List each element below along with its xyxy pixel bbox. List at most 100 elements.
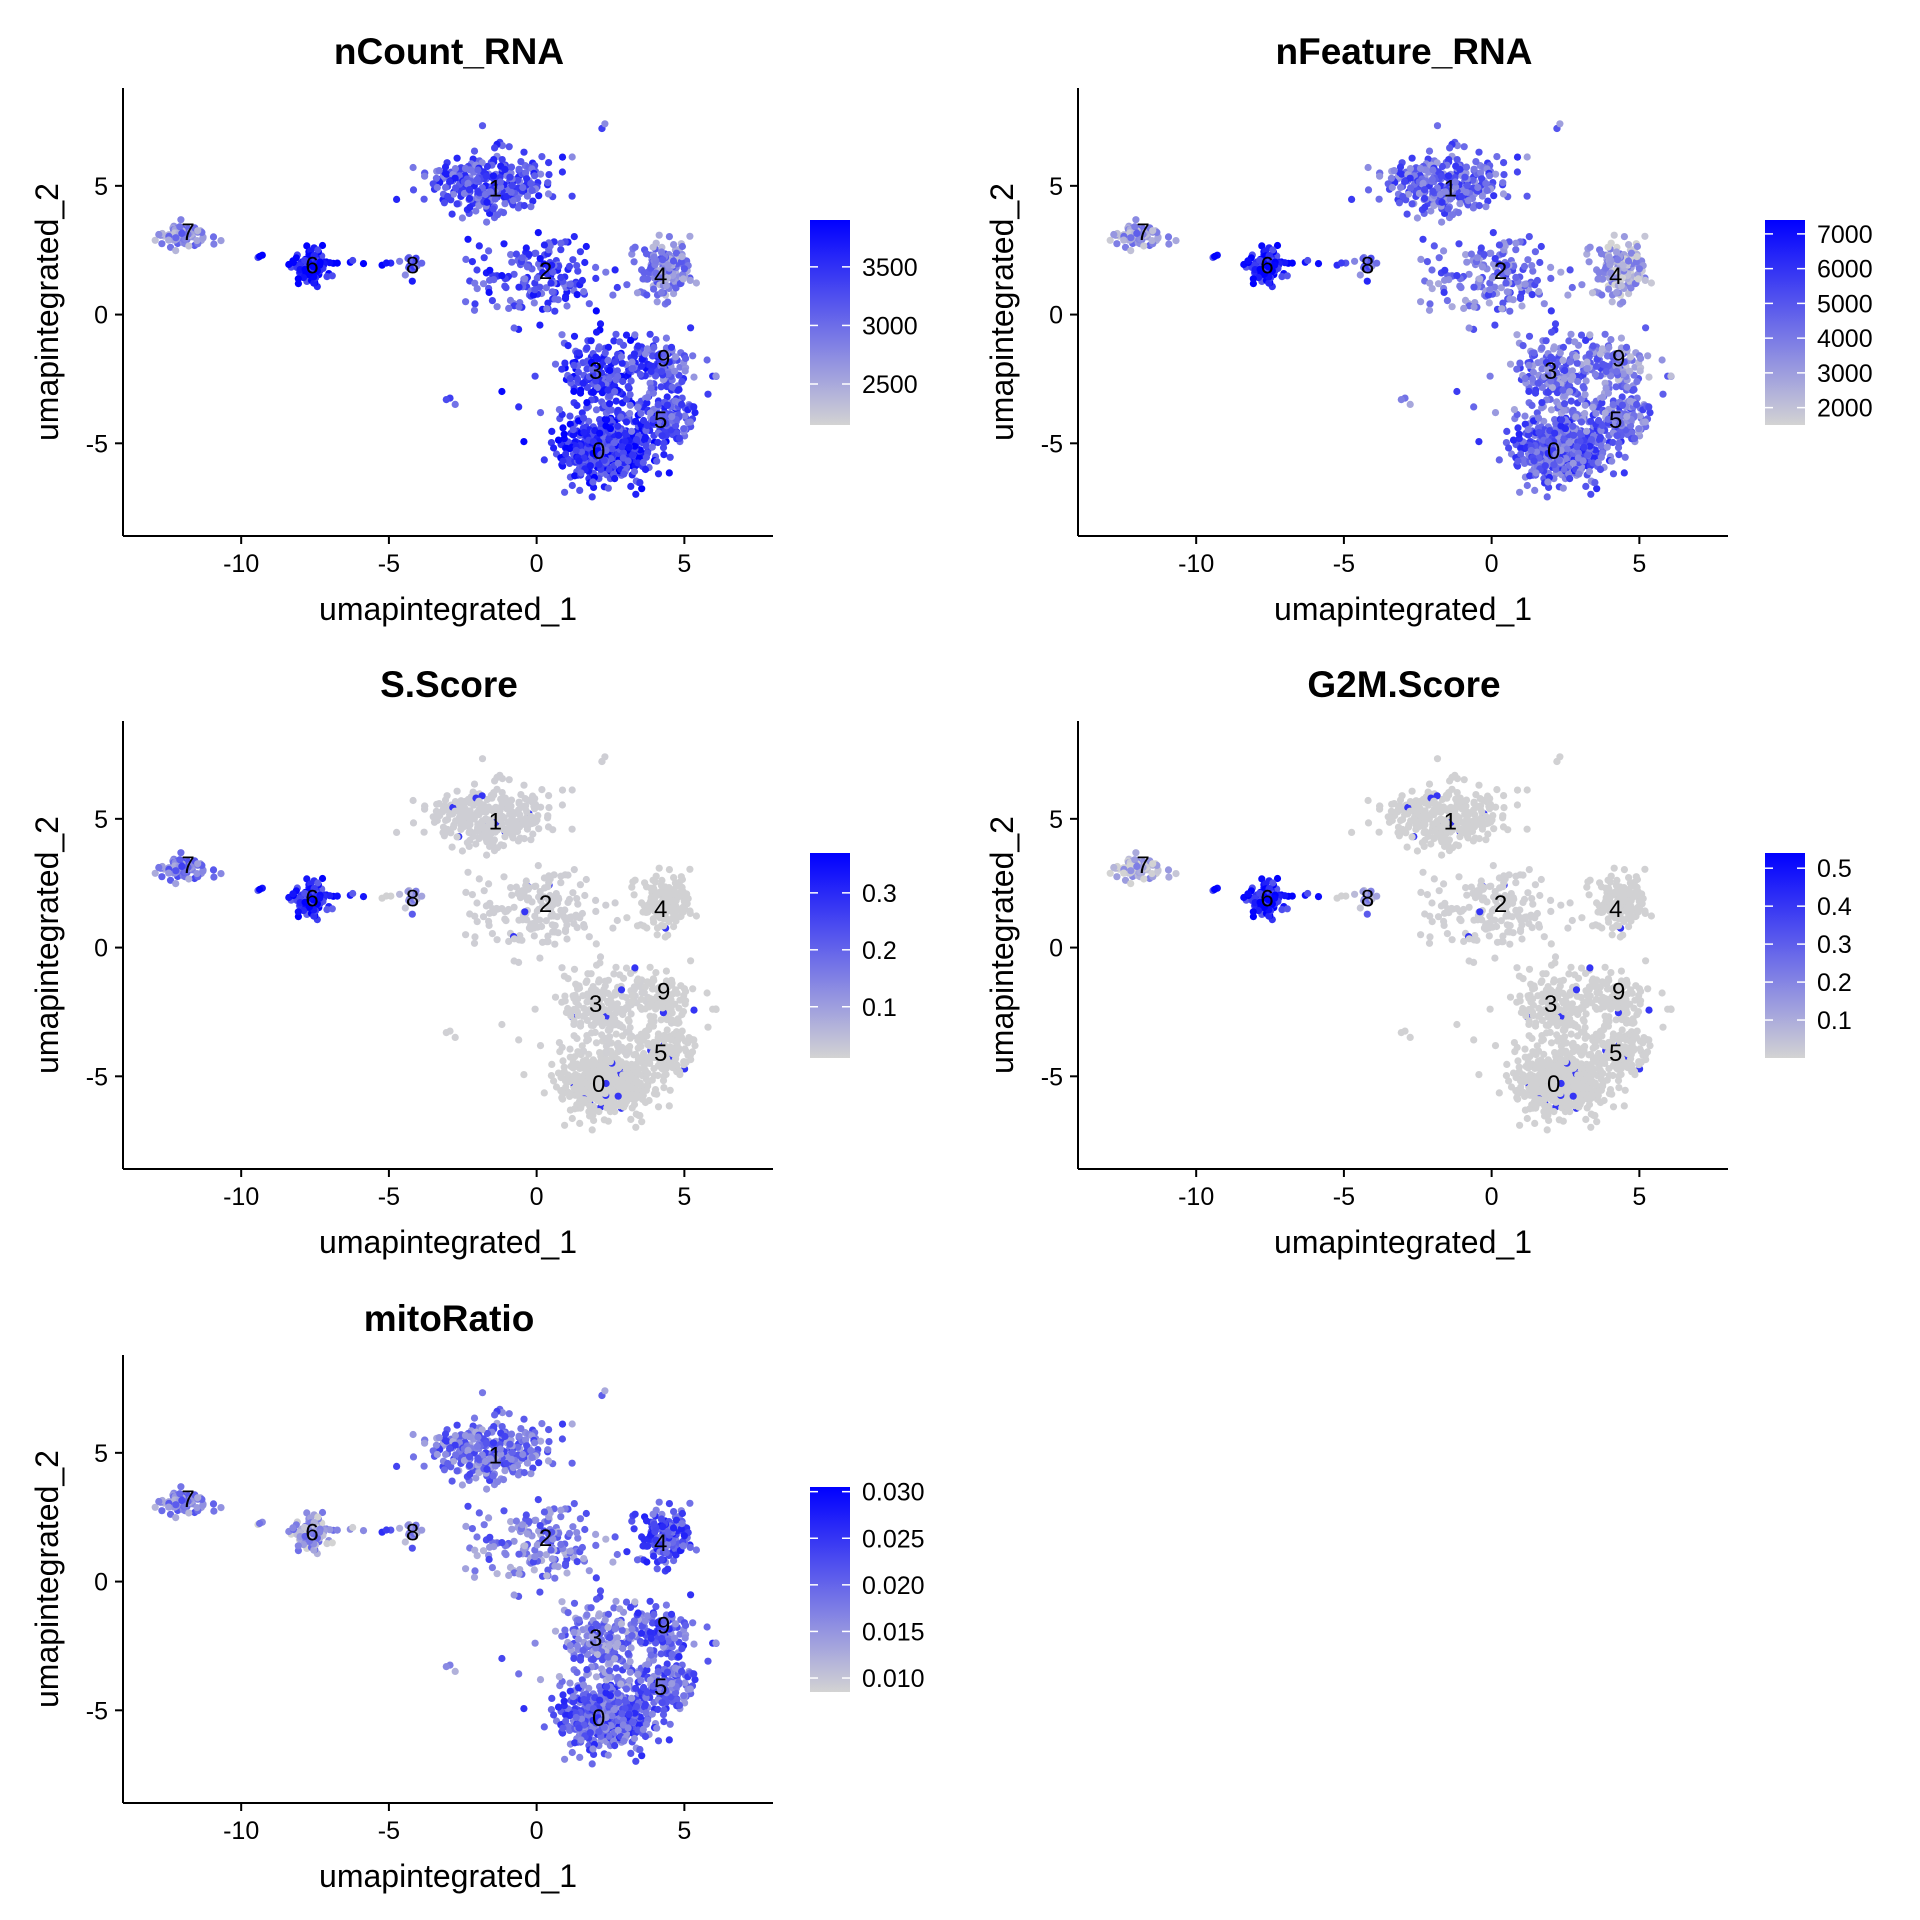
cell-point bbox=[618, 359, 626, 367]
cell-point bbox=[554, 436, 563, 444]
cell-point bbox=[592, 907, 600, 915]
legend-tick-label: 5000 bbox=[1817, 290, 1873, 318]
cell-point bbox=[1559, 386, 1567, 394]
cell-point bbox=[589, 388, 597, 397]
cell-point bbox=[642, 442, 650, 450]
cell-point bbox=[568, 192, 576, 200]
cell-point bbox=[508, 814, 516, 823]
cell-point bbox=[662, 334, 671, 342]
cell-point bbox=[475, 242, 483, 250]
cell-point bbox=[470, 306, 479, 314]
cell-point bbox=[509, 830, 517, 838]
cell-point bbox=[1503, 288, 1511, 296]
cell-point bbox=[1569, 372, 1577, 381]
panel-title: nCount_RNA bbox=[334, 31, 564, 72]
cell-point bbox=[634, 342, 642, 350]
cell-point bbox=[1475, 438, 1483, 446]
cell-point bbox=[1513, 331, 1521, 339]
cell-point bbox=[570, 387, 578, 395]
cell-point bbox=[631, 442, 639, 450]
cell-point bbox=[570, 866, 578, 874]
cell-point bbox=[666, 453, 674, 461]
cell-point bbox=[470, 147, 479, 155]
cell-point bbox=[1644, 352, 1652, 360]
cell-point bbox=[1642, 324, 1650, 332]
legend-tick-label: 3000 bbox=[862, 312, 918, 340]
cell-point bbox=[1441, 266, 1449, 274]
cell-point bbox=[564, 342, 572, 350]
cell-point bbox=[1601, 409, 1609, 417]
cell-point bbox=[1633, 378, 1641, 386]
cell-point bbox=[602, 268, 610, 276]
cell-point bbox=[520, 781, 528, 789]
cell-point bbox=[501, 165, 509, 173]
cell-point bbox=[678, 400, 686, 409]
cell-point bbox=[1403, 210, 1411, 218]
cell-point bbox=[1515, 430, 1523, 438]
cell-point bbox=[1531, 486, 1539, 494]
cell-point bbox=[545, 792, 553, 800]
cell-point bbox=[1110, 230, 1118, 239]
cell-point bbox=[1472, 158, 1480, 166]
cell-point bbox=[1641, 418, 1649, 426]
cell-point bbox=[1608, 298, 1616, 306]
cell-point bbox=[558, 801, 567, 809]
cell-point bbox=[1419, 235, 1427, 243]
cell-point bbox=[617, 353, 626, 361]
cell-point bbox=[570, 233, 578, 241]
cell-point bbox=[461, 797, 470, 805]
cell-point bbox=[562, 1083, 570, 1091]
cell-point bbox=[1530, 457, 1538, 465]
cell-point bbox=[538, 786, 546, 794]
cell-point bbox=[565, 895, 574, 903]
cell-point bbox=[328, 272, 336, 280]
cell-point bbox=[1610, 231, 1618, 239]
cell-point bbox=[1645, 403, 1653, 411]
cell-point bbox=[523, 263, 532, 271]
cell-point bbox=[1525, 332, 1534, 340]
cell-point bbox=[573, 291, 581, 299]
cell-point bbox=[1559, 484, 1567, 492]
cell-point bbox=[1500, 171, 1508, 179]
cell-point bbox=[489, 205, 497, 213]
cell-point bbox=[613, 916, 621, 925]
cell-point bbox=[520, 148, 528, 156]
cell-point bbox=[666, 1086, 674, 1094]
cell-point bbox=[592, 274, 600, 282]
cell-point bbox=[566, 1045, 574, 1053]
cell-point bbox=[435, 167, 443, 175]
cell-point bbox=[1425, 147, 1434, 155]
cell-point bbox=[409, 186, 418, 194]
cell-point bbox=[515, 403, 523, 411]
cell-point bbox=[501, 798, 509, 806]
cell-point bbox=[614, 459, 622, 467]
cell-point bbox=[515, 283, 523, 291]
cell-point bbox=[1516, 359, 1524, 367]
cell-point bbox=[1461, 173, 1469, 181]
cell-point bbox=[653, 457, 661, 465]
cell-point bbox=[1514, 424, 1522, 432]
cell-point bbox=[668, 383, 676, 391]
cell-point bbox=[1519, 342, 1527, 350]
cell-point bbox=[509, 197, 517, 205]
cell-point bbox=[569, 431, 577, 439]
cell-point bbox=[686, 232, 694, 240]
cell-point bbox=[580, 414, 588, 422]
cell-point bbox=[1419, 179, 1427, 187]
cell-point bbox=[490, 156, 498, 164]
cell-point bbox=[1633, 242, 1641, 251]
cell-point bbox=[545, 159, 553, 167]
cell-point bbox=[1558, 416, 1566, 424]
cell-point bbox=[460, 189, 468, 198]
cell-point bbox=[545, 804, 553, 812]
cell-point bbox=[473, 808, 481, 816]
cell-point bbox=[562, 450, 570, 458]
cell-point bbox=[624, 1090, 632, 1098]
cell-point bbox=[474, 799, 482, 807]
cell-point bbox=[1538, 399, 1546, 407]
cell-point bbox=[1667, 372, 1675, 380]
cell-point bbox=[452, 817, 460, 825]
cell-point bbox=[1537, 242, 1545, 251]
legend-tick-label: 6000 bbox=[1817, 256, 1873, 284]
